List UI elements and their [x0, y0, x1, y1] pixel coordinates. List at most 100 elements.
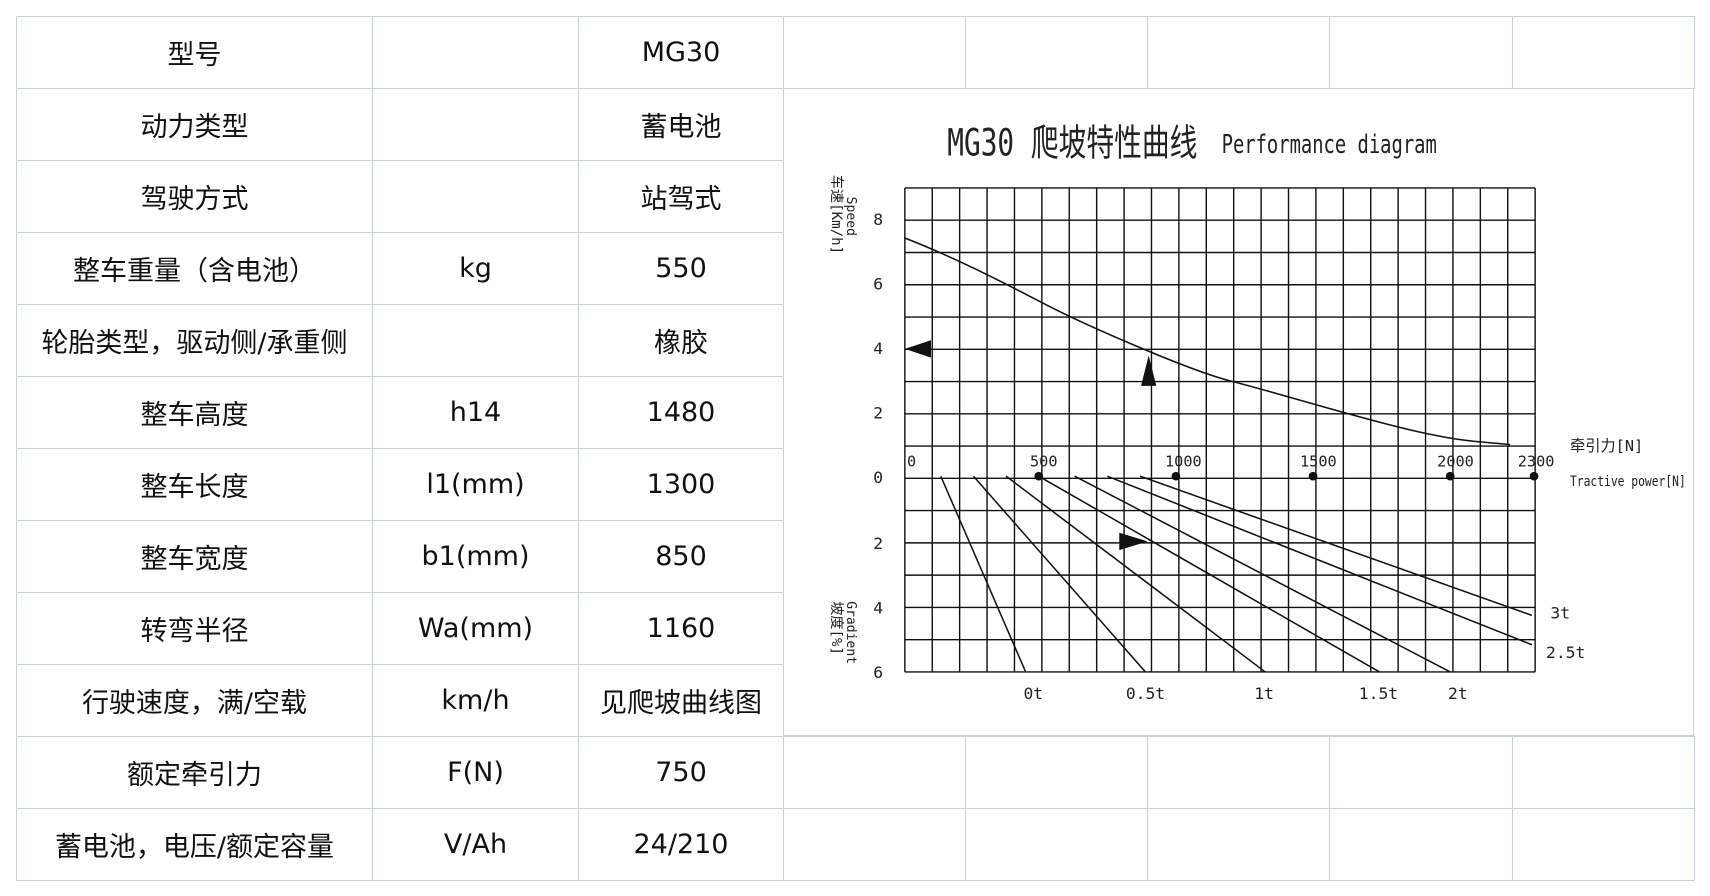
gradient-tick: 4 [873, 599, 883, 618]
empty-cell [1147, 16, 1330, 89]
diagram-subtitle: Performance diagram [1222, 130, 1437, 160]
gradient-tick: 2 [873, 534, 883, 553]
axis-label: Speed [843, 197, 858, 236]
row-label: 整车重量（含电池） [16, 232, 373, 305]
speed-tick: 0 [873, 468, 883, 487]
load-label: 2.5t [1546, 643, 1585, 662]
load-label: 2t [1448, 684, 1468, 703]
axis-label: 牵引力[N] [1570, 437, 1643, 455]
x-tick: 0 [907, 452, 916, 470]
gradient-lines [940, 475, 1533, 673]
empty-cell [783, 808, 966, 881]
row-label: 驾驶方式 [16, 160, 373, 233]
row-value: 24/210 [578, 808, 784, 881]
load-label: 1t [1254, 684, 1274, 703]
row-unit: km/h [372, 664, 579, 737]
load-label: 0.5t [1126, 684, 1165, 703]
dot [1529, 471, 1539, 481]
row-label: 型号 [16, 16, 373, 89]
empty-cell [1147, 808, 1330, 881]
load-label: 3t [1550, 604, 1570, 623]
load-label: 1.5t [1359, 684, 1398, 703]
row-label: 整车宽度 [16, 520, 373, 593]
row-label: 整车高度 [16, 376, 373, 449]
empty-cell [1329, 808, 1513, 881]
x-tick: 1500 [1300, 452, 1337, 470]
row-value: 1160 [578, 592, 784, 665]
row-value: 750 [578, 736, 784, 809]
gradient-tick: 6 [873, 663, 883, 682]
row-value: 1480 [578, 376, 784, 449]
axis-label: 车速[Km/h] [828, 175, 845, 254]
axis-label: Tractive power[N] [1570, 474, 1686, 491]
row-label: 蓄电池，电压/额定容量 [16, 808, 373, 881]
empty-cell [1147, 736, 1330, 809]
row-label: 行驶速度，满/空载 [16, 664, 373, 737]
empty-cell [965, 16, 1148, 89]
row-value: 站驾式 [578, 160, 784, 233]
dot [1171, 471, 1181, 481]
speed-tick: 6 [873, 274, 883, 293]
gradient-line [1139, 475, 1533, 617]
row-value: 1300 [578, 448, 784, 521]
axis-label: Gradient [843, 601, 858, 664]
row-value: 蓄电池 [578, 88, 784, 161]
row-label: 整车长度 [16, 448, 373, 521]
row-label: 动力类型 [16, 88, 373, 161]
empty-cell [1329, 16, 1513, 89]
x-tick: 2000 [1437, 452, 1474, 470]
row-unit: V/Ah [372, 808, 579, 881]
gradient-line [1107, 475, 1533, 646]
empty-cell [1512, 16, 1695, 89]
row-label: 额定牵引力 [16, 736, 373, 809]
arrow [1119, 532, 1148, 551]
row-unit: F(N) [372, 736, 579, 809]
row-label: 转弯半径 [16, 592, 373, 665]
speed-tick: 4 [873, 339, 883, 358]
empty-cell [965, 736, 1148, 809]
dot [1034, 471, 1044, 481]
gradient-line [1005, 475, 1266, 673]
gradient-line [1038, 475, 1380, 673]
row-unit: h14 [372, 376, 579, 449]
dot [1308, 471, 1318, 481]
row-unit: Wa(mm) [372, 592, 579, 665]
x-tick: 500 [1030, 452, 1058, 470]
diagram-title: MG30 爬坡特性曲线 [947, 121, 1197, 164]
grid [904, 187, 1536, 673]
speed-curve [904, 237, 1511, 446]
row-unit [372, 304, 579, 377]
empty-cell [783, 736, 966, 809]
load-label: 0t [1023, 684, 1043, 703]
empty-cell [965, 808, 1148, 881]
row-unit [372, 160, 579, 233]
markers [904, 340, 1539, 551]
speed-tick: 2 [873, 403, 883, 422]
gradient-line [940, 475, 1027, 673]
row-value: 见爬坡曲线图 [578, 664, 784, 737]
empty-cell [783, 16, 966, 89]
row-unit [372, 16, 579, 89]
row-unit [372, 88, 579, 161]
x-tick: 2300 [1518, 452, 1555, 470]
row-value: 橡胶 [578, 304, 784, 377]
row-value: 550 [578, 232, 784, 305]
empty-cell [1512, 808, 1695, 881]
row-value: 850 [578, 520, 784, 593]
row-label: 轮胎类型，驱动侧/承重侧 [16, 304, 373, 377]
empty-cell [1329, 736, 1513, 809]
row-value: MG30 [578, 16, 784, 89]
row-unit: l1(mm) [372, 448, 579, 521]
axis-label: 坡度[%] [828, 601, 844, 655]
gradient-line [972, 475, 1146, 673]
row-unit: b1(mm) [372, 520, 579, 593]
performance-diagram: MG30 爬坡特性曲线 Performance diagram 车速[Km/h]… [783, 88, 1694, 736]
speed-tick: 8 [873, 210, 883, 229]
arrow [904, 340, 931, 358]
diagram-svg: MG30 爬坡特性曲线 Performance diagram 车速[Km/h]… [828, 121, 1686, 703]
x-tick: 1000 [1165, 452, 1202, 470]
gradient-line [1074, 475, 1451, 673]
empty-cell [1512, 736, 1695, 809]
row-unit: kg [372, 232, 579, 305]
